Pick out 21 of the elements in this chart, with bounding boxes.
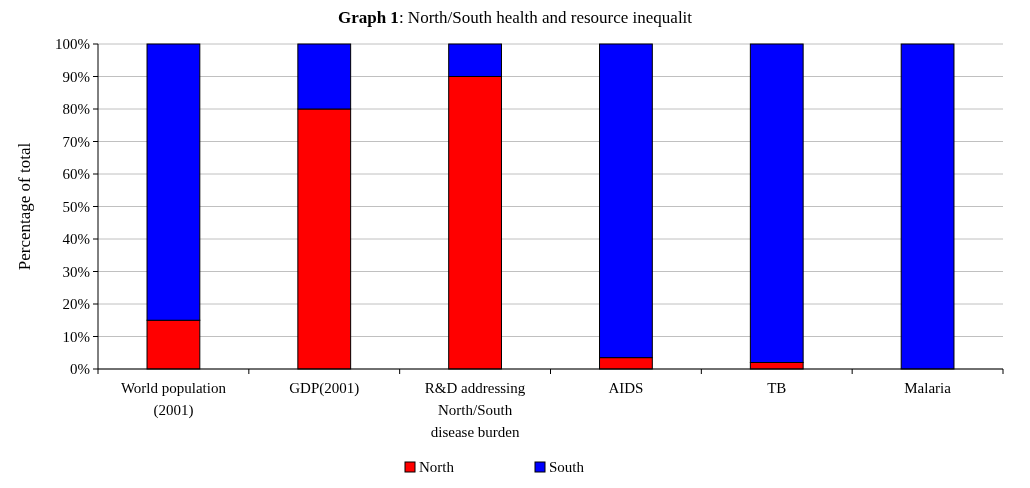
y-tick-label: 60% xyxy=(62,166,90,183)
y-tick-label: 50% xyxy=(62,198,90,215)
y-axis-title: Percentage of total xyxy=(15,142,34,271)
y-tick-label: 90% xyxy=(62,68,90,85)
x-tick-label: R&D addressing North/South disease burden xyxy=(424,380,526,440)
legend-label: North xyxy=(419,459,455,475)
legend-label: South xyxy=(549,459,585,475)
x-tick-label: TB xyxy=(767,380,787,396)
y-tick-label: 20% xyxy=(62,296,90,313)
chart-title: Graph 1: North/South health and resource inequalit xyxy=(337,8,693,27)
x-tick-label: AIDS xyxy=(608,380,644,396)
y-tick-label: 10% xyxy=(62,328,90,345)
y-tick-label: 100% xyxy=(55,36,90,53)
x-tick-label: Malaria xyxy=(904,380,952,396)
x-tick-label: GDP(2001) xyxy=(289,380,360,397)
y-tick-label: 70% xyxy=(62,133,90,150)
y-tick-label: 40% xyxy=(62,231,90,248)
y-tick-label: 80% xyxy=(62,101,90,118)
y-tick-label: 0% xyxy=(70,361,90,378)
x-tick-label: World population (2001) xyxy=(120,380,227,419)
y-tick-label: 30% xyxy=(62,263,90,280)
